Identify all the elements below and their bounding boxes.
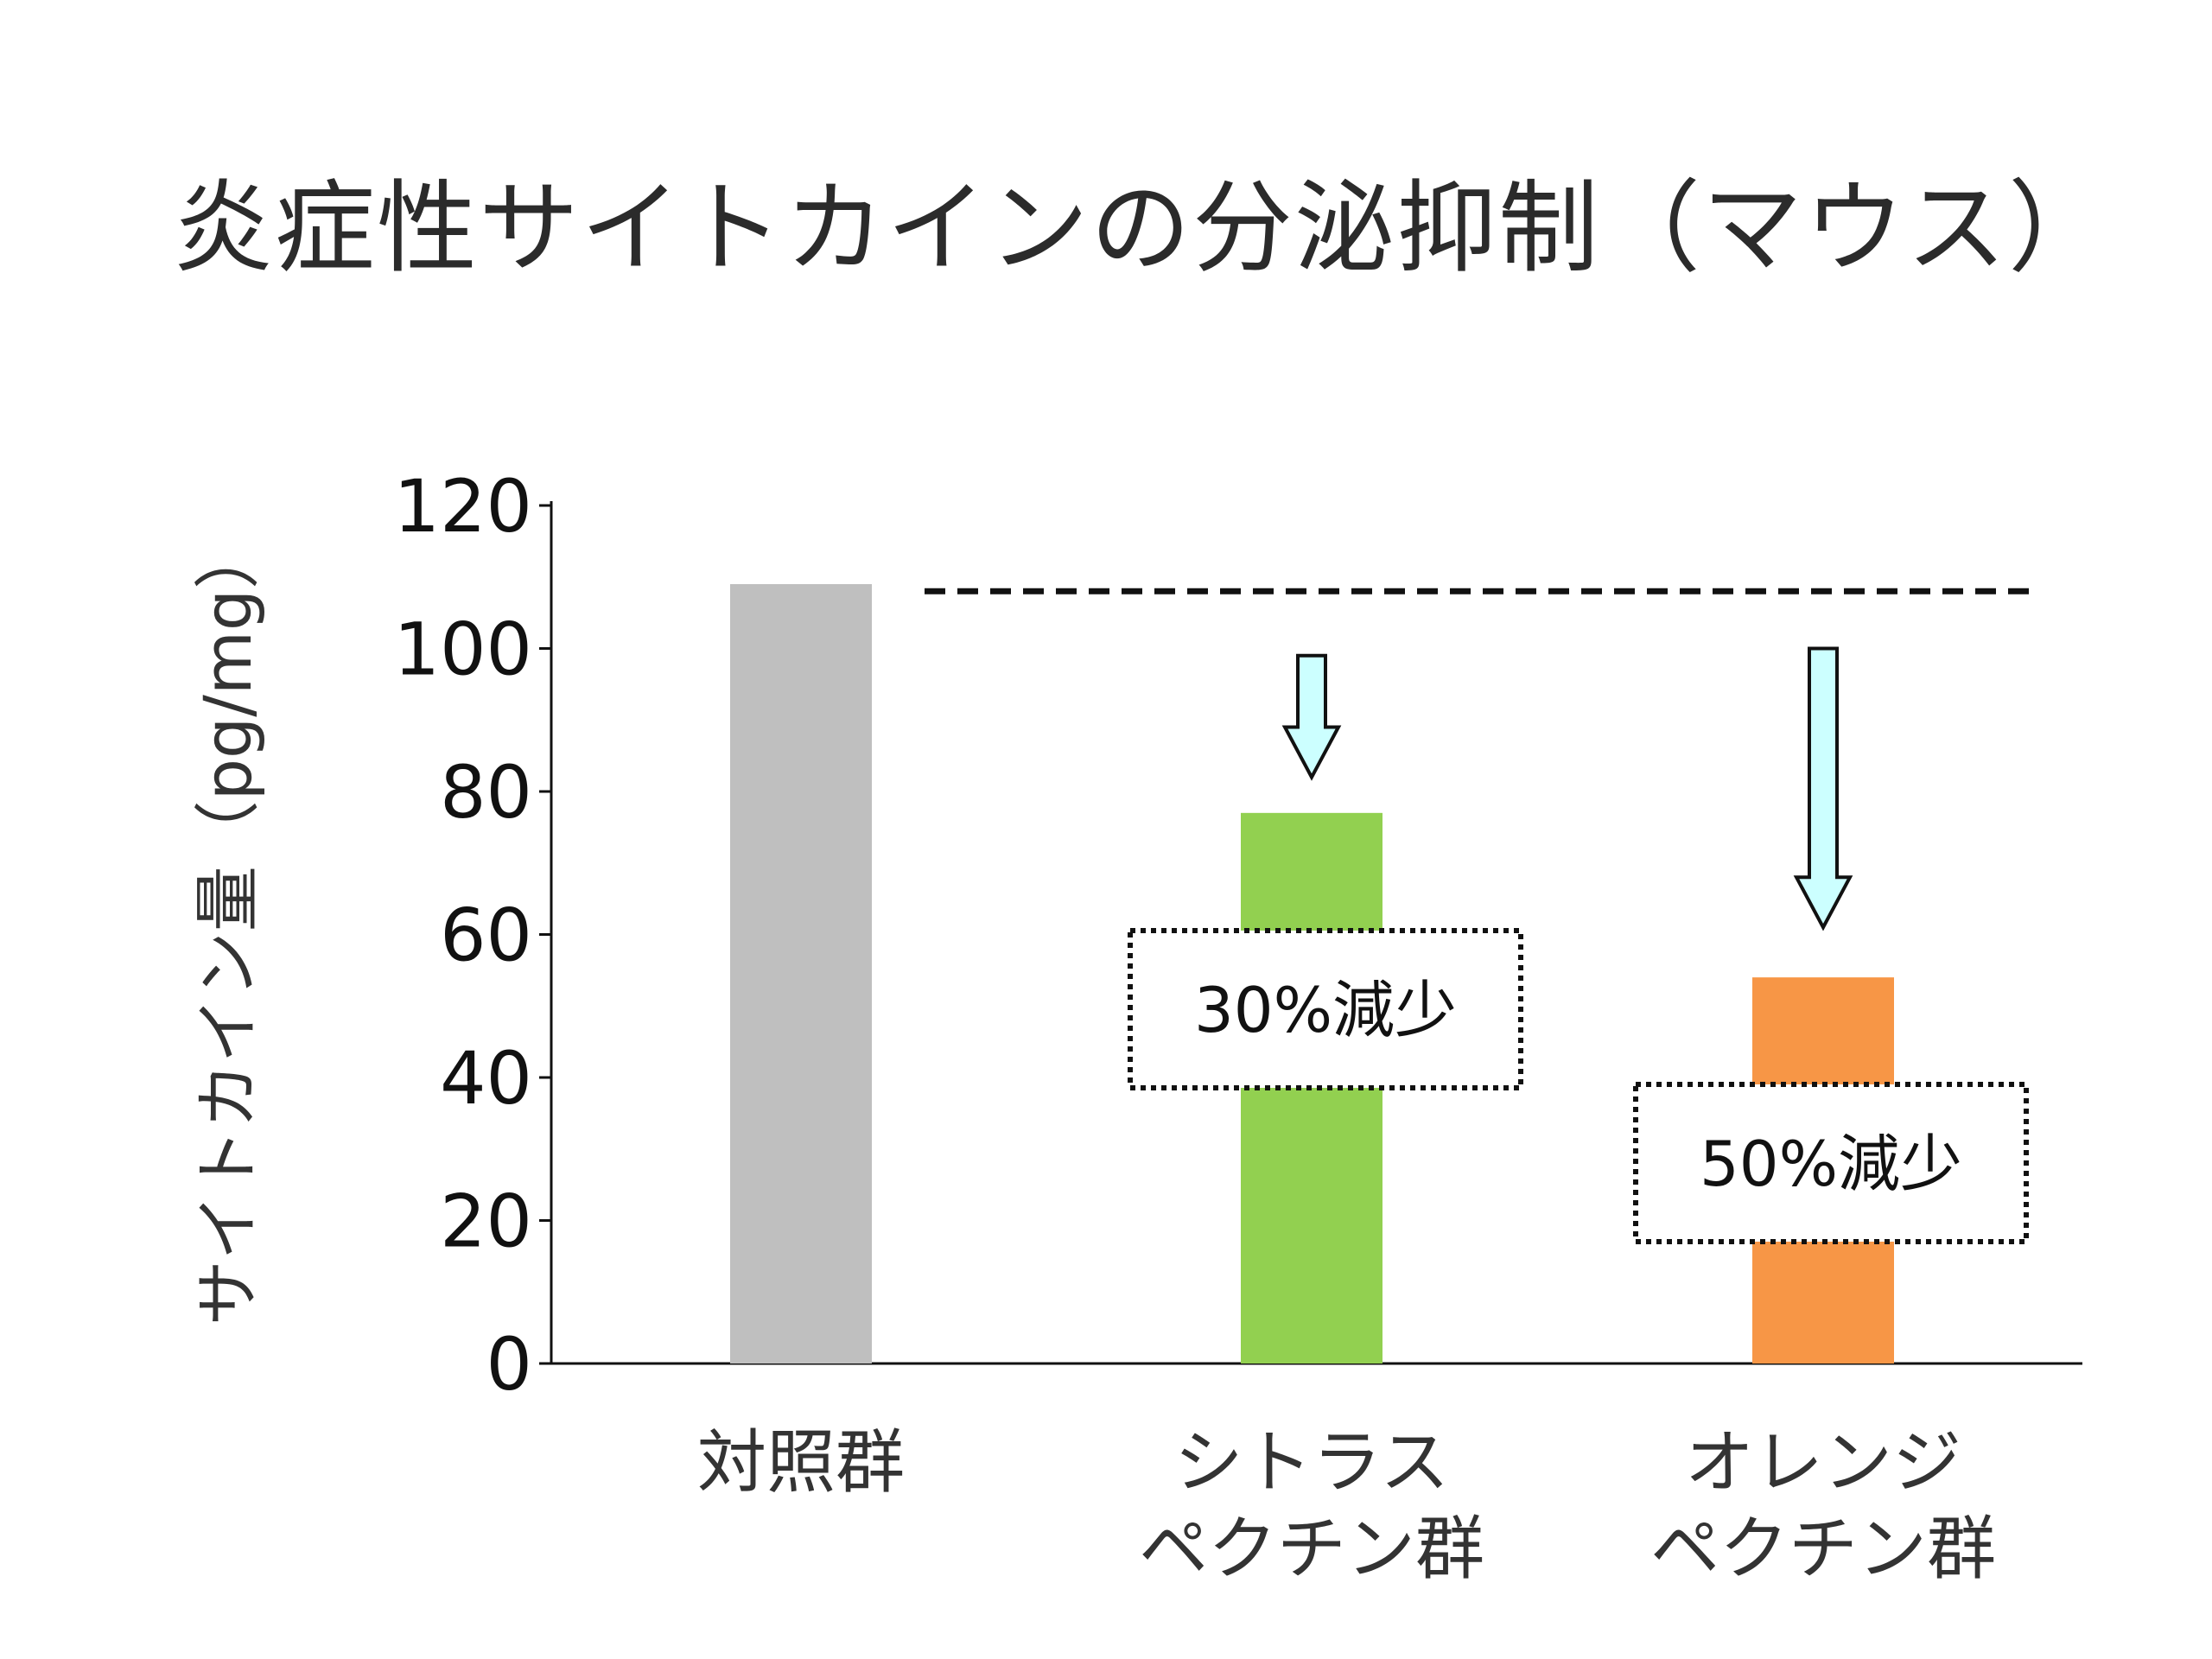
y-tick-label: 60 <box>440 893 532 978</box>
y-tick-label: 20 <box>440 1179 532 1264</box>
category-label: ペクチン群 <box>1650 1509 1996 1589</box>
y-tick-label: 0 <box>486 1322 532 1407</box>
y-tick-label: 40 <box>440 1036 532 1121</box>
annotation-box <box>1128 928 1523 1090</box>
reduction-arrow-citrus <box>1281 653 1342 781</box>
y-axis-label: サイトカイン量（pg/mg） <box>189 524 266 1325</box>
y-tick-label: 120 <box>394 464 532 549</box>
y-tick-label: 100 <box>394 607 532 692</box>
category-label: 対照群 <box>697 1422 905 1503</box>
category-label: ペクチン群 <box>1139 1509 1484 1589</box>
category-label: シトラス <box>1174 1422 1449 1503</box>
annotation-label: 30%減少 <box>1194 974 1457 1046</box>
category-label: オレンジ <box>1685 1422 1961 1503</box>
annotation-label: 50%減少 <box>1700 1128 1962 1200</box>
bar-0 <box>730 584 872 1363</box>
y-tick-label: 80 <box>440 750 532 835</box>
annotation-box <box>1633 1082 2029 1244</box>
reduction-arrow-orange <box>1793 646 1853 931</box>
chart-title: 炎症性サイトカインの分泌抑制（マウス） <box>173 170 2110 287</box>
